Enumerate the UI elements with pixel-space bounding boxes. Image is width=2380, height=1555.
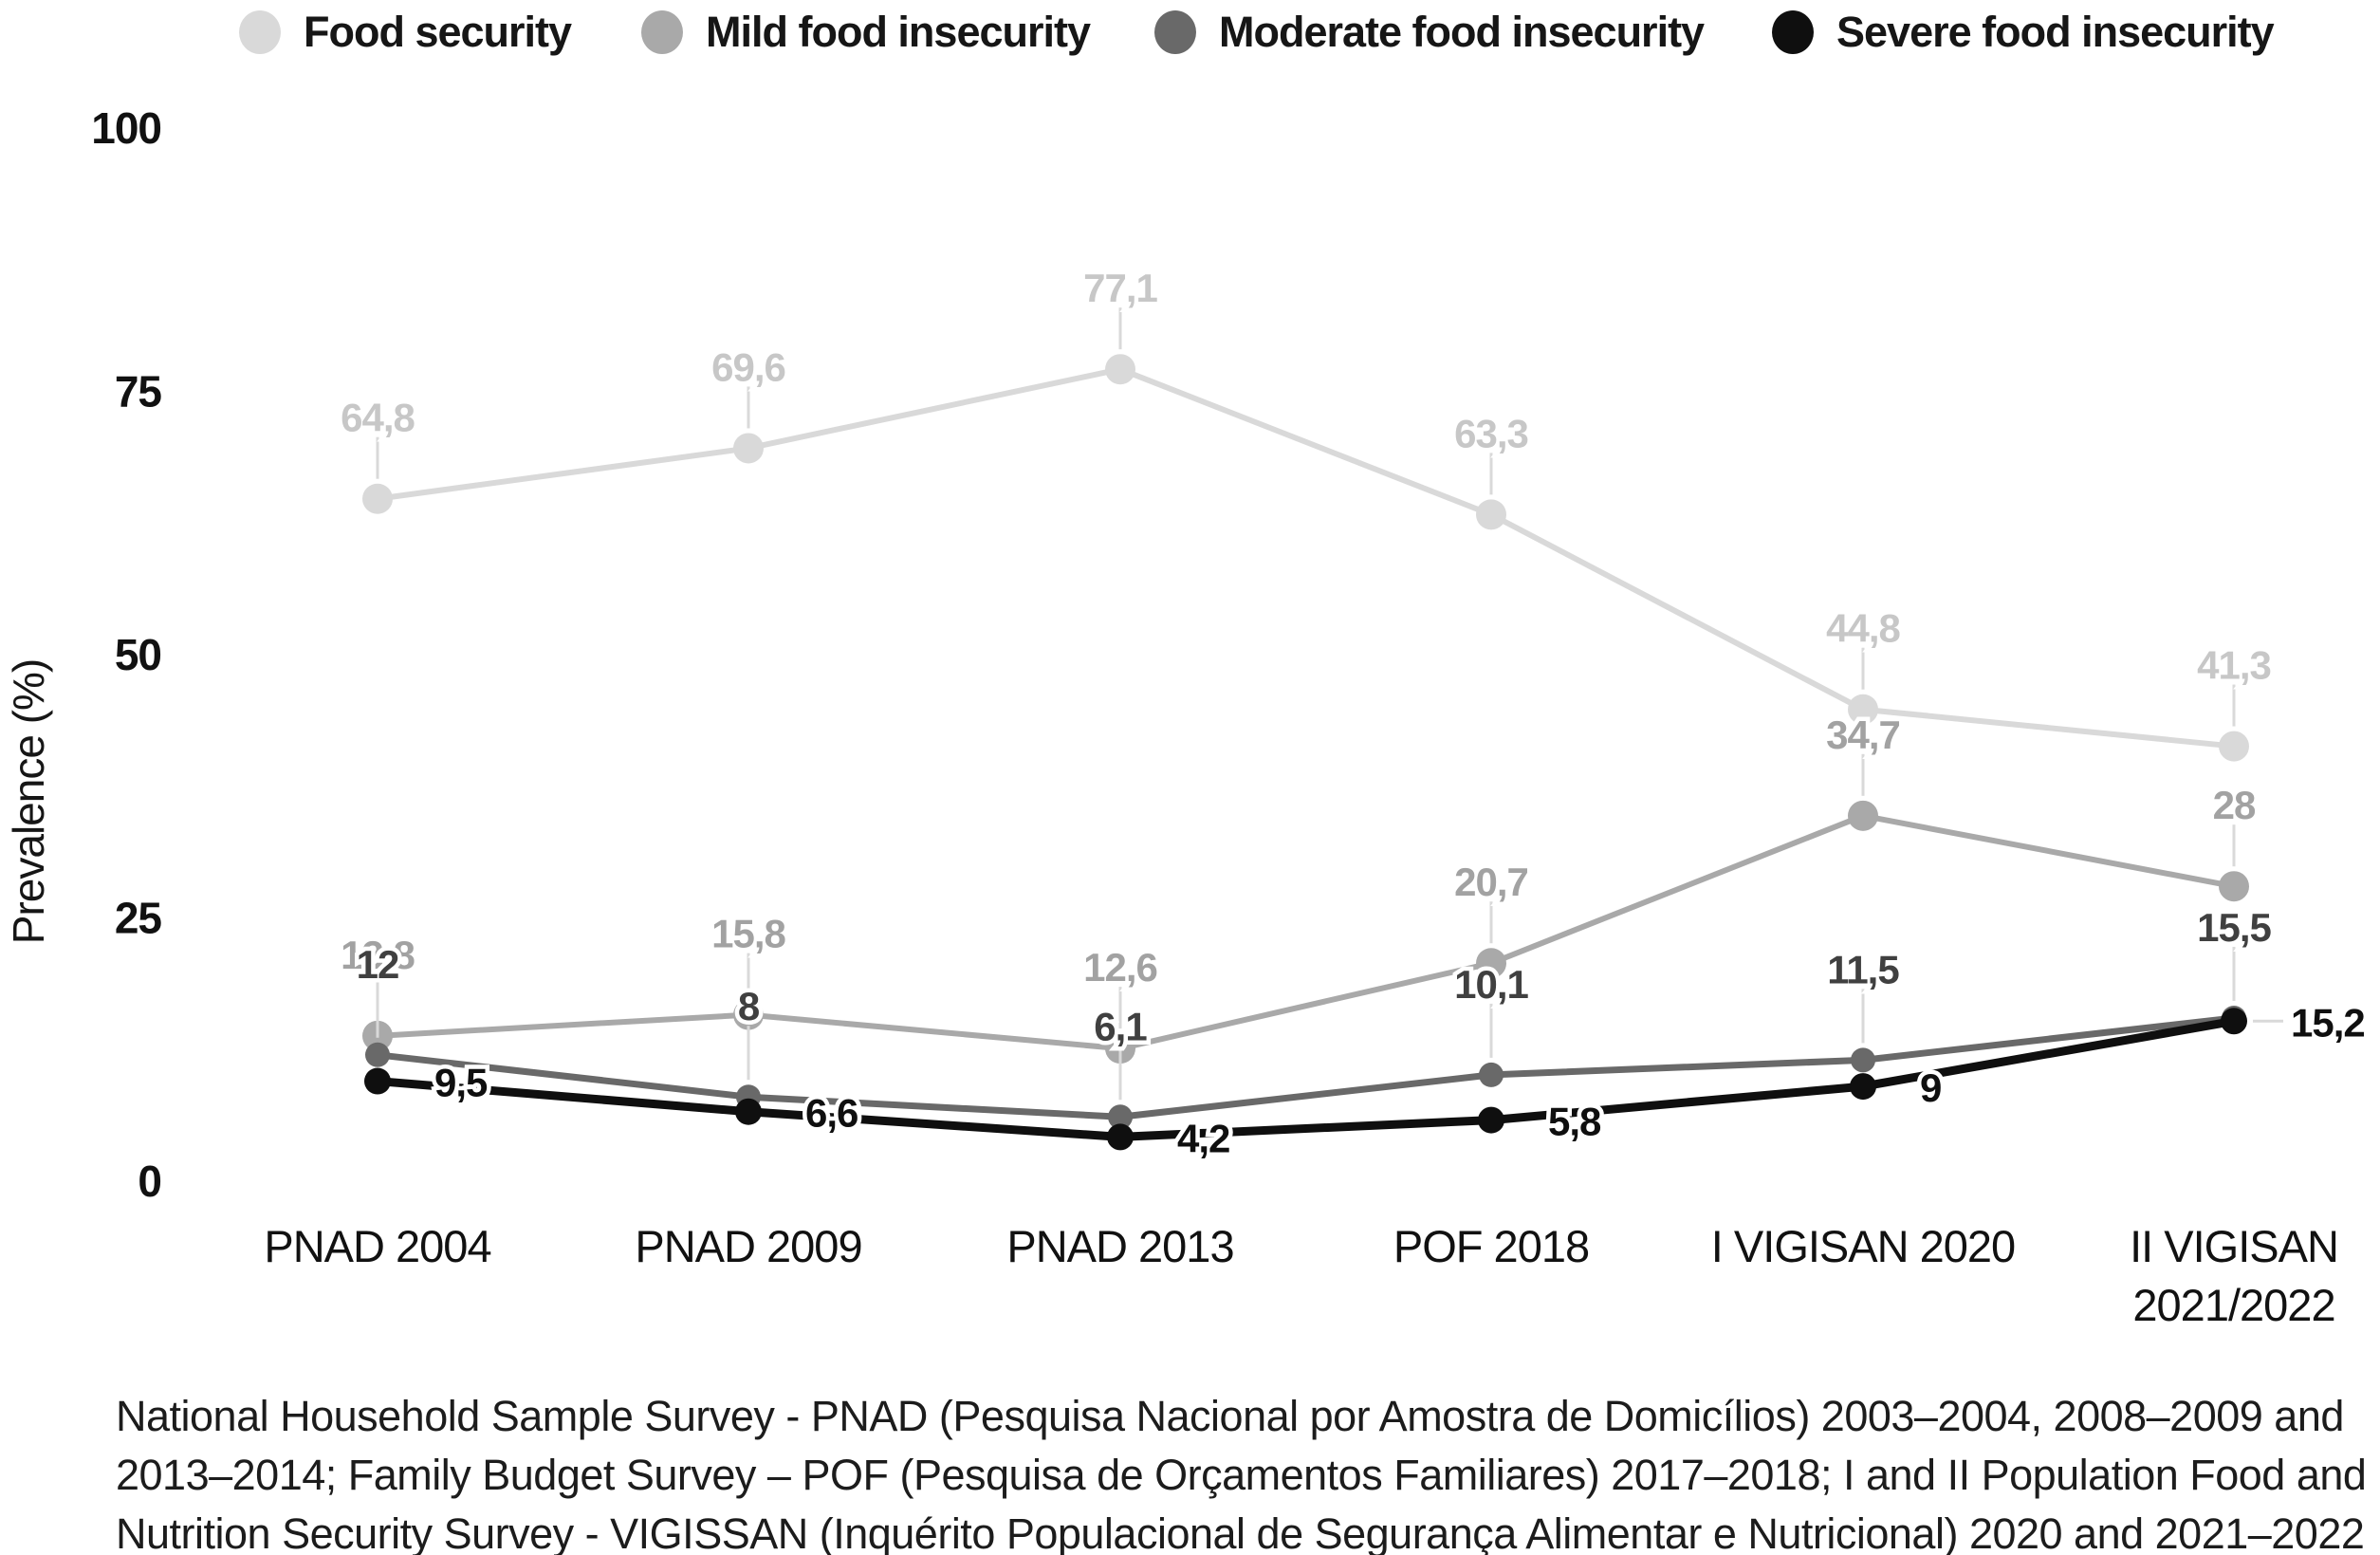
data-label: 77,1 [1083,266,1157,310]
footnote-line: 2013–2014; Family Budget Survey – POF (P… [116,1451,2367,1499]
legend-label: Moderate food insecurity [1219,8,1705,56]
data-label: 4,2 [1177,1116,1229,1160]
data-label: 6,6 [805,1091,858,1136]
data-point [733,999,764,1030]
data-label: 5,8 [1548,1100,1601,1144]
series-line-4 [377,1016,2235,1141]
data-label: 64,8 [341,396,415,440]
data-point [1479,1062,1504,1087]
data-label: 28 [2213,783,2256,827]
data-label: 8 [738,984,760,1028]
data-point [735,1098,762,1125]
data-point [1478,1106,1504,1134]
data-point [1476,499,1506,530]
data-point [362,483,393,514]
data-point [1105,354,1135,385]
x-category-label: II VIGISAN 2021/2022 [2130,1221,2338,1330]
y-axis-title: Prevalence (%) [4,659,53,944]
data-point [365,1042,390,1067]
x-category-label: PNAD 2004 [264,1221,490,1271]
data-point [1848,694,1878,725]
data-point [2219,871,2249,902]
series-line-1 [377,366,2235,750]
data-label: 69,6 [711,344,785,389]
data-point [1476,948,1506,979]
y-tick-label: 100 [91,103,161,153]
data-label: 13,8 [341,933,415,977]
legend-label: Severe food insecurity [1836,8,2275,56]
legend-item-severe-food-insecurity: Severe food insecurity [1772,8,2275,57]
y-tick-label: 75 [115,367,162,417]
data-label: 9,5 [434,1061,488,1105]
data-label: 20,7 [1454,860,1528,904]
data-label: 15,8 [711,912,785,956]
legend-item-mild-food-insecurity: Mild food insecurity [641,8,1091,57]
data-point [2221,1008,2247,1035]
footnote-line: National Household Sample Survey - PNAD … [116,1392,2344,1440]
y-tick-label: 0 [138,1157,161,1206]
data-label: 34,7 [1826,713,1900,757]
legend-label: Mild food insecurity [706,8,1091,56]
legend: Food security Mild food insecurity Moder… [0,0,2380,66]
legend-label: Food security [304,8,572,56]
data-label: 44,8 [1826,606,1900,651]
legend-swatch-mild-food-insecurity [641,10,683,54]
data-label: 12,6 [1083,945,1157,990]
data-point [2219,731,2249,762]
data-label: 41,3 [2197,643,2271,688]
data-label: 6,1 [1094,1004,1147,1048]
data-label: 15,5 [2197,905,2271,950]
y-tick-label: 50 [115,630,161,679]
legend-item-food-security: Food security [239,8,572,57]
data-point [1107,1123,1134,1151]
legend-swatch-severe-food-insecurity [1772,10,1814,54]
data-label: 63,3 [1454,411,1528,455]
line-chart: 100 75 50 25 0 Prevalence (%) PNAD 2004 PNAD 20… [4,103,2366,1330]
data-label: 15,2 [2291,1000,2365,1045]
data-label: 11,5 [1827,947,1899,991]
x-category-label: POF 2018 [1393,1221,1589,1271]
x-category-label: I VIGISAN 2020 [1711,1221,2015,1271]
series-line-2 [377,812,2235,1052]
data-point [1850,1073,1876,1101]
footnote: National Household Sample Survey - PNAD … [116,1387,2373,1555]
data-point [1851,1047,1875,1073]
data-point [733,433,764,464]
data-point [1108,1104,1133,1130]
footnote-line: Nutrition Security Survey - VIGISSAN (In… [116,1509,2365,1555]
x-category-label: PNAD 2013 [1006,1221,1233,1271]
legend-swatch-moderate-food-insecurity [1154,10,1196,54]
y-tick-label: 25 [115,894,162,943]
legend-swatch-food-security [239,10,281,54]
x-category-label: PNAD 2009 [635,1221,861,1271]
series-line-3 [377,1014,2235,1120]
data-label: 9 [1920,1065,1941,1110]
legend-item-moderate-food-insecurity: Moderate food insecurity [1154,8,1705,57]
data-label: 12 [357,942,399,987]
data-point [1848,800,1878,831]
data-point [364,1067,391,1095]
data-label: 10,1 [1454,962,1528,1007]
